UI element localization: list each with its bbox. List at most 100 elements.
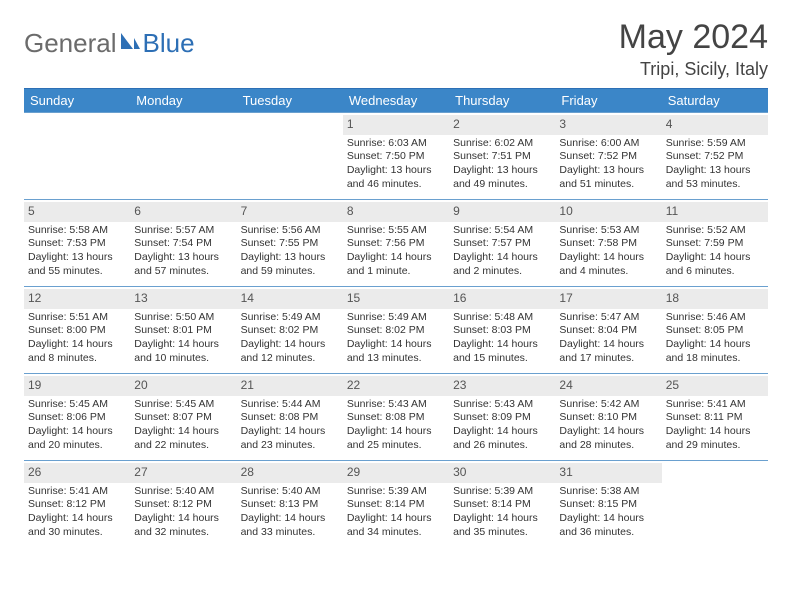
day-number-row: 29 xyxy=(343,463,449,483)
daylight-text: Daylight: 14 hours and 32 minutes. xyxy=(134,512,232,539)
weeks-container: 1Sunrise: 6:03 AMSunset: 7:50 PMDaylight… xyxy=(24,112,768,547)
week-row: 26Sunrise: 5:41 AMSunset: 8:12 PMDayligh… xyxy=(24,460,768,547)
sunset-text: Sunset: 7:56 PM xyxy=(347,237,445,251)
day-number-row: 20 xyxy=(130,376,236,396)
sunrise-text: Sunrise: 5:42 AM xyxy=(559,398,657,412)
daylight-text: Daylight: 13 hours and 46 minutes. xyxy=(347,164,445,191)
day-number-row: 10 xyxy=(555,202,661,222)
day-number: 27 xyxy=(134,465,147,479)
daylight-text: Daylight: 14 hours and 12 minutes. xyxy=(241,338,339,365)
day-number-row: 22 xyxy=(343,376,449,396)
daylight-text: Daylight: 14 hours and 6 minutes. xyxy=(666,251,764,278)
brand-text-blue: Blue xyxy=(143,28,195,59)
day-of-week-header: SundayMondayTuesdayWednesdayThursdayFrid… xyxy=(24,89,768,112)
day-number: 18 xyxy=(666,291,679,305)
daylight-text: Daylight: 14 hours and 2 minutes. xyxy=(453,251,551,278)
day-number: 4 xyxy=(666,117,673,131)
day-number: 30 xyxy=(453,465,466,479)
sunset-text: Sunset: 8:10 PM xyxy=(559,411,657,425)
day-cell: 12Sunrise: 5:51 AMSunset: 8:00 PMDayligh… xyxy=(24,287,130,373)
day-cell: 16Sunrise: 5:48 AMSunset: 8:03 PMDayligh… xyxy=(449,287,555,373)
daylight-text: Daylight: 13 hours and 55 minutes. xyxy=(28,251,126,278)
sunset-text: Sunset: 8:12 PM xyxy=(28,498,126,512)
sunset-text: Sunset: 8:00 PM xyxy=(28,324,126,338)
day-number-row: 18 xyxy=(662,289,768,309)
day-number-row: 2 xyxy=(449,115,555,135)
day-number-row: 30 xyxy=(449,463,555,483)
day-number-row: 31 xyxy=(555,463,661,483)
sunset-text: Sunset: 8:01 PM xyxy=(134,324,232,338)
day-number-row: 5 xyxy=(24,202,130,222)
daylight-text: Daylight: 13 hours and 57 minutes. xyxy=(134,251,232,278)
daylight-text: Daylight: 14 hours and 25 minutes. xyxy=(347,425,445,452)
day-number-row: 4 xyxy=(662,115,768,135)
sunrise-text: Sunrise: 5:40 AM xyxy=(134,485,232,499)
daylight-text: Daylight: 14 hours and 34 minutes. xyxy=(347,512,445,539)
sunrise-text: Sunrise: 5:51 AM xyxy=(28,311,126,325)
daylight-text: Daylight: 14 hours and 17 minutes. xyxy=(559,338,657,365)
day-cell: 1Sunrise: 6:03 AMSunset: 7:50 PMDaylight… xyxy=(343,113,449,199)
day-number-row: 3 xyxy=(555,115,661,135)
day-number: 1 xyxy=(347,117,354,131)
day-number: 10 xyxy=(559,204,572,218)
sunset-text: Sunset: 8:11 PM xyxy=(666,411,764,425)
day-cell: 14Sunrise: 5:49 AMSunset: 8:02 PMDayligh… xyxy=(237,287,343,373)
day-number: 9 xyxy=(453,204,460,218)
day-number: 23 xyxy=(453,378,466,392)
sunrise-text: Sunrise: 5:43 AM xyxy=(347,398,445,412)
sunrise-text: Sunrise: 5:45 AM xyxy=(28,398,126,412)
day-number-row: 8 xyxy=(343,202,449,222)
day-cell: 29Sunrise: 5:39 AMSunset: 8:14 PMDayligh… xyxy=(343,461,449,547)
sunset-text: Sunset: 8:03 PM xyxy=(453,324,551,338)
day-cell: 15Sunrise: 5:49 AMSunset: 8:02 PMDayligh… xyxy=(343,287,449,373)
day-number: 13 xyxy=(134,291,147,305)
day-cell: 24Sunrise: 5:42 AMSunset: 8:10 PMDayligh… xyxy=(555,374,661,460)
daylight-text: Daylight: 13 hours and 49 minutes. xyxy=(453,164,551,191)
sunrise-text: Sunrise: 5:39 AM xyxy=(453,485,551,499)
day-number-row: 21 xyxy=(237,376,343,396)
daylight-text: Daylight: 13 hours and 51 minutes. xyxy=(559,164,657,191)
day-number: 21 xyxy=(241,378,254,392)
sunrise-text: Sunrise: 5:56 AM xyxy=(241,224,339,238)
daylight-text: Daylight: 14 hours and 26 minutes. xyxy=(453,425,551,452)
day-cell xyxy=(237,113,343,199)
sunset-text: Sunset: 8:14 PM xyxy=(347,498,445,512)
sunset-text: Sunset: 8:06 PM xyxy=(28,411,126,425)
day-number: 8 xyxy=(347,204,354,218)
day-number-row: 25 xyxy=(662,376,768,396)
day-cell xyxy=(662,461,768,547)
day-number: 11 xyxy=(666,204,678,218)
week-row: 1Sunrise: 6:03 AMSunset: 7:50 PMDaylight… xyxy=(24,112,768,199)
day-cell: 25Sunrise: 5:41 AMSunset: 8:11 PMDayligh… xyxy=(662,374,768,460)
day-number-row: 16 xyxy=(449,289,555,309)
day-number-row xyxy=(237,115,343,119)
day-number-row: 9 xyxy=(449,202,555,222)
day-number-row: 23 xyxy=(449,376,555,396)
day-cell: 11Sunrise: 5:52 AMSunset: 7:59 PMDayligh… xyxy=(662,200,768,286)
day-number: 7 xyxy=(241,204,248,218)
day-number: 28 xyxy=(241,465,254,479)
sunset-text: Sunset: 8:05 PM xyxy=(666,324,764,338)
daylight-text: Daylight: 14 hours and 35 minutes. xyxy=(453,512,551,539)
sunrise-text: Sunrise: 5:57 AM xyxy=(134,224,232,238)
week-row: 12Sunrise: 5:51 AMSunset: 8:00 PMDayligh… xyxy=(24,286,768,373)
day-cell: 5Sunrise: 5:58 AMSunset: 7:53 PMDaylight… xyxy=(24,200,130,286)
daylight-text: Daylight: 14 hours and 10 minutes. xyxy=(134,338,232,365)
day-number: 25 xyxy=(666,378,679,392)
location-subtitle: Tripi, Sicily, Italy xyxy=(619,59,768,80)
sunset-text: Sunset: 7:52 PM xyxy=(666,150,764,164)
sunset-text: Sunset: 8:02 PM xyxy=(241,324,339,338)
daylight-text: Daylight: 14 hours and 23 minutes. xyxy=(241,425,339,452)
sunset-text: Sunset: 8:13 PM xyxy=(241,498,339,512)
sunset-text: Sunset: 8:08 PM xyxy=(347,411,445,425)
brand-logo: General Blue xyxy=(24,18,195,59)
sunset-text: Sunset: 7:59 PM xyxy=(666,237,764,251)
daylight-text: Daylight: 14 hours and 18 minutes. xyxy=(666,338,764,365)
sunset-text: Sunset: 8:08 PM xyxy=(241,411,339,425)
sunrise-text: Sunrise: 5:53 AM xyxy=(559,224,657,238)
day-cell: 9Sunrise: 5:54 AMSunset: 7:57 PMDaylight… xyxy=(449,200,555,286)
day-number-row: 7 xyxy=(237,202,343,222)
day-cell: 20Sunrise: 5:45 AMSunset: 8:07 PMDayligh… xyxy=(130,374,236,460)
day-of-week-label: Saturday xyxy=(662,89,768,112)
sunset-text: Sunset: 8:07 PM xyxy=(134,411,232,425)
